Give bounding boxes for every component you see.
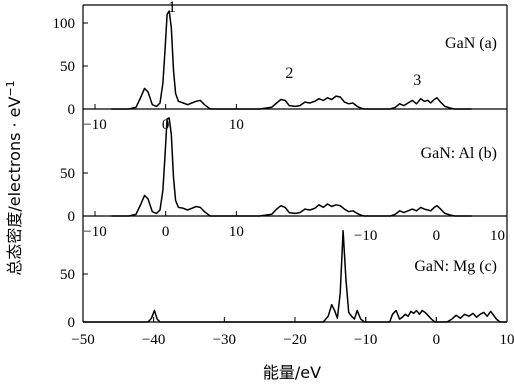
panel-1-inner-tick-label: 0 (162, 117, 170, 133)
panel-2-label: GaN: Al (b) (421, 145, 497, 162)
y-axis-title: 总态密度/electrons · eV−1 (4, 80, 24, 275)
panel-3-y-tick-label: 0 (68, 315, 76, 331)
panel-2-inner-tick-label: 10 (229, 224, 244, 240)
panel-3-inner-tick-label: 0 (433, 228, 441, 244)
panel-1-y-tick-label: 50 (60, 59, 75, 75)
x-tick-label: −30 (213, 332, 236, 348)
panel-1-inner-tick-label: −10 (83, 117, 106, 133)
panel-2-y-tick-label: 0 (68, 209, 76, 225)
x-tick-label: −40 (142, 332, 165, 348)
panel-3-inner-tick-label: 10 (490, 228, 505, 244)
panel-1-label: GaN (a) (445, 35, 497, 52)
panel-2-inner-tick-label: 0 (162, 224, 170, 240)
x-tick-label: 0 (433, 332, 441, 348)
panel-3-label: GaN: Mg (c) (414, 258, 497, 275)
x-tick-label: 10 (500, 332, 514, 348)
peak-label-2: 2 (285, 65, 293, 82)
panel-1-y-tick-label: 100 (53, 16, 76, 32)
panel-2-dos-curve (111, 117, 472, 217)
panel-1-dos-curve (111, 10, 472, 110)
panel-3-dos-curve (83, 230, 507, 323)
panel-3-y-tick-label: 50 (60, 267, 75, 283)
y-axis-title-text: 总态密度/electrons · eV (5, 96, 24, 275)
x-tick-label: −20 (283, 332, 306, 348)
panel-2-inner-tick-label: −10 (83, 224, 106, 240)
x-tick-label: −10 (354, 332, 377, 348)
peak-label-1: 1 (168, 0, 176, 16)
x-tick-label: −50 (71, 332, 94, 348)
peak-label-3: 3 (413, 72, 421, 89)
x-axis-title: 能量/eV (263, 363, 321, 382)
panel-2-y-tick-label: 50 (60, 166, 75, 182)
panel-1-y-tick-label: 0 (68, 102, 76, 118)
panel-1-inner-tick-label: 10 (229, 117, 244, 133)
y-axis-title-exponent: −1 (4, 80, 17, 96)
panel-3-inner-tick-label: −10 (354, 228, 377, 244)
